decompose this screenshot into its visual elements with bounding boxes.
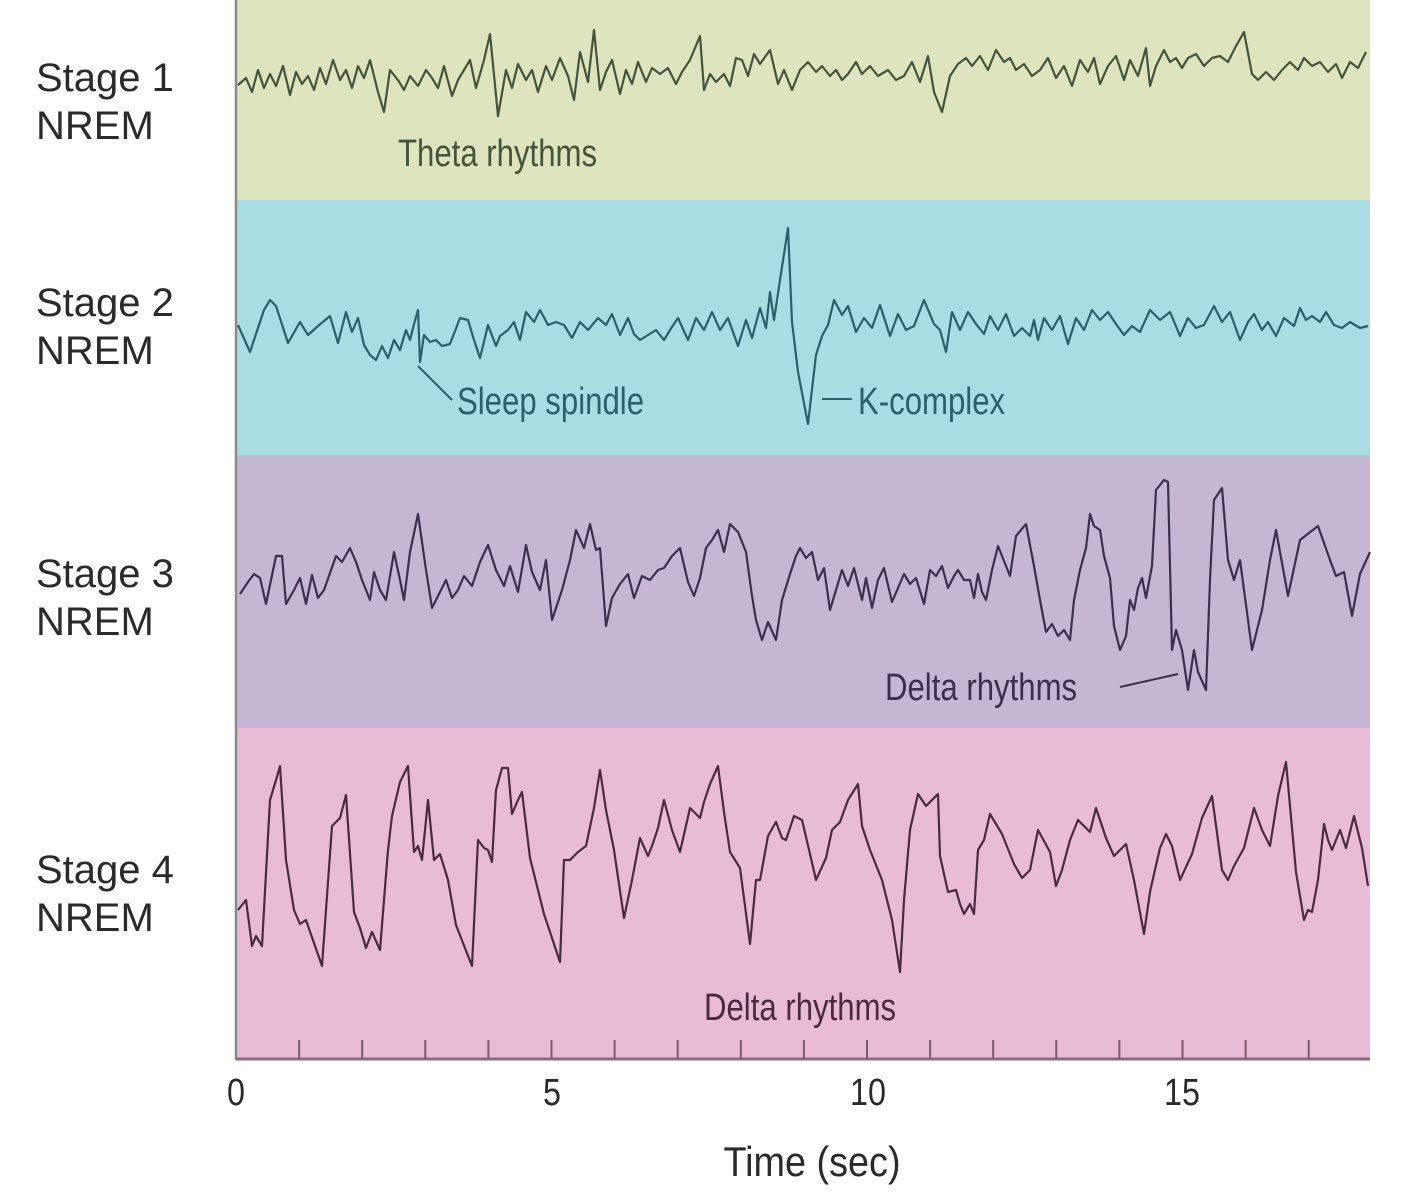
eeg-trace-stage-3 [239, 478, 1372, 692]
stage-2-label-line2: NREM [36, 329, 154, 373]
stage-3-label-line1: Stage 3 [36, 552, 174, 596]
annotation-leader-line [1119, 673, 1179, 688]
stage-2-label-line1: Stage 2 [36, 281, 174, 325]
eeg-trace-stage-4 [237, 760, 1370, 974]
x-tick-label-15: 15 [1164, 1072, 1200, 1114]
panel-bg-stage-1 [236, 0, 1370, 200]
annotation-label: K-complex [858, 381, 1005, 423]
stage-4-label: Stage 4 NREM [36, 846, 174, 942]
x-tick-label-5: 5 [543, 1072, 561, 1114]
stage-4-label-line2: NREM [36, 896, 154, 940]
eeg-trace-stage-2 [236, 226, 1369, 426]
x-tick-label-10: 10 [850, 1072, 886, 1114]
annotations: Theta rhythms Sleep spindle K-complex Delta… [398, 133, 1179, 1029]
stage-1-label-line1: Stage 1 [36, 56, 174, 100]
stage-3-label-line2: NREM [36, 600, 154, 644]
stage-2-label: Stage 2 NREM [36, 279, 174, 375]
annotation-label: Theta rhythms [398, 133, 597, 175]
panel-backgrounds [236, 0, 1370, 1060]
stage-4-label-line1: Stage 4 [36, 848, 174, 892]
x-axis-ticks [298, 1040, 1310, 1059]
panel-bg-stage-2 [236, 200, 1370, 455]
x-axis-title: Time (sec) [723, 1138, 901, 1185]
annotation-label: Delta rhythms [885, 667, 1077, 709]
panel-bg-stage-4 [236, 728, 1370, 1060]
annotation-label: Sleep spindle [457, 381, 644, 423]
eeg-traces [236, 28, 1372, 974]
annotation-label: Delta rhythms [704, 987, 896, 1029]
stage-1-label: Stage 1 NREM [36, 54, 174, 150]
stage-3-label: Stage 3 NREM [36, 550, 174, 646]
x-tick-label-0: 0 [227, 1072, 245, 1114]
eeg-trace-stage-1 [237, 28, 1367, 118]
stage-1-label-line2: NREM [36, 104, 154, 148]
panel-bg-stage-3 [236, 455, 1370, 728]
annotation-leader-line [417, 365, 453, 401]
